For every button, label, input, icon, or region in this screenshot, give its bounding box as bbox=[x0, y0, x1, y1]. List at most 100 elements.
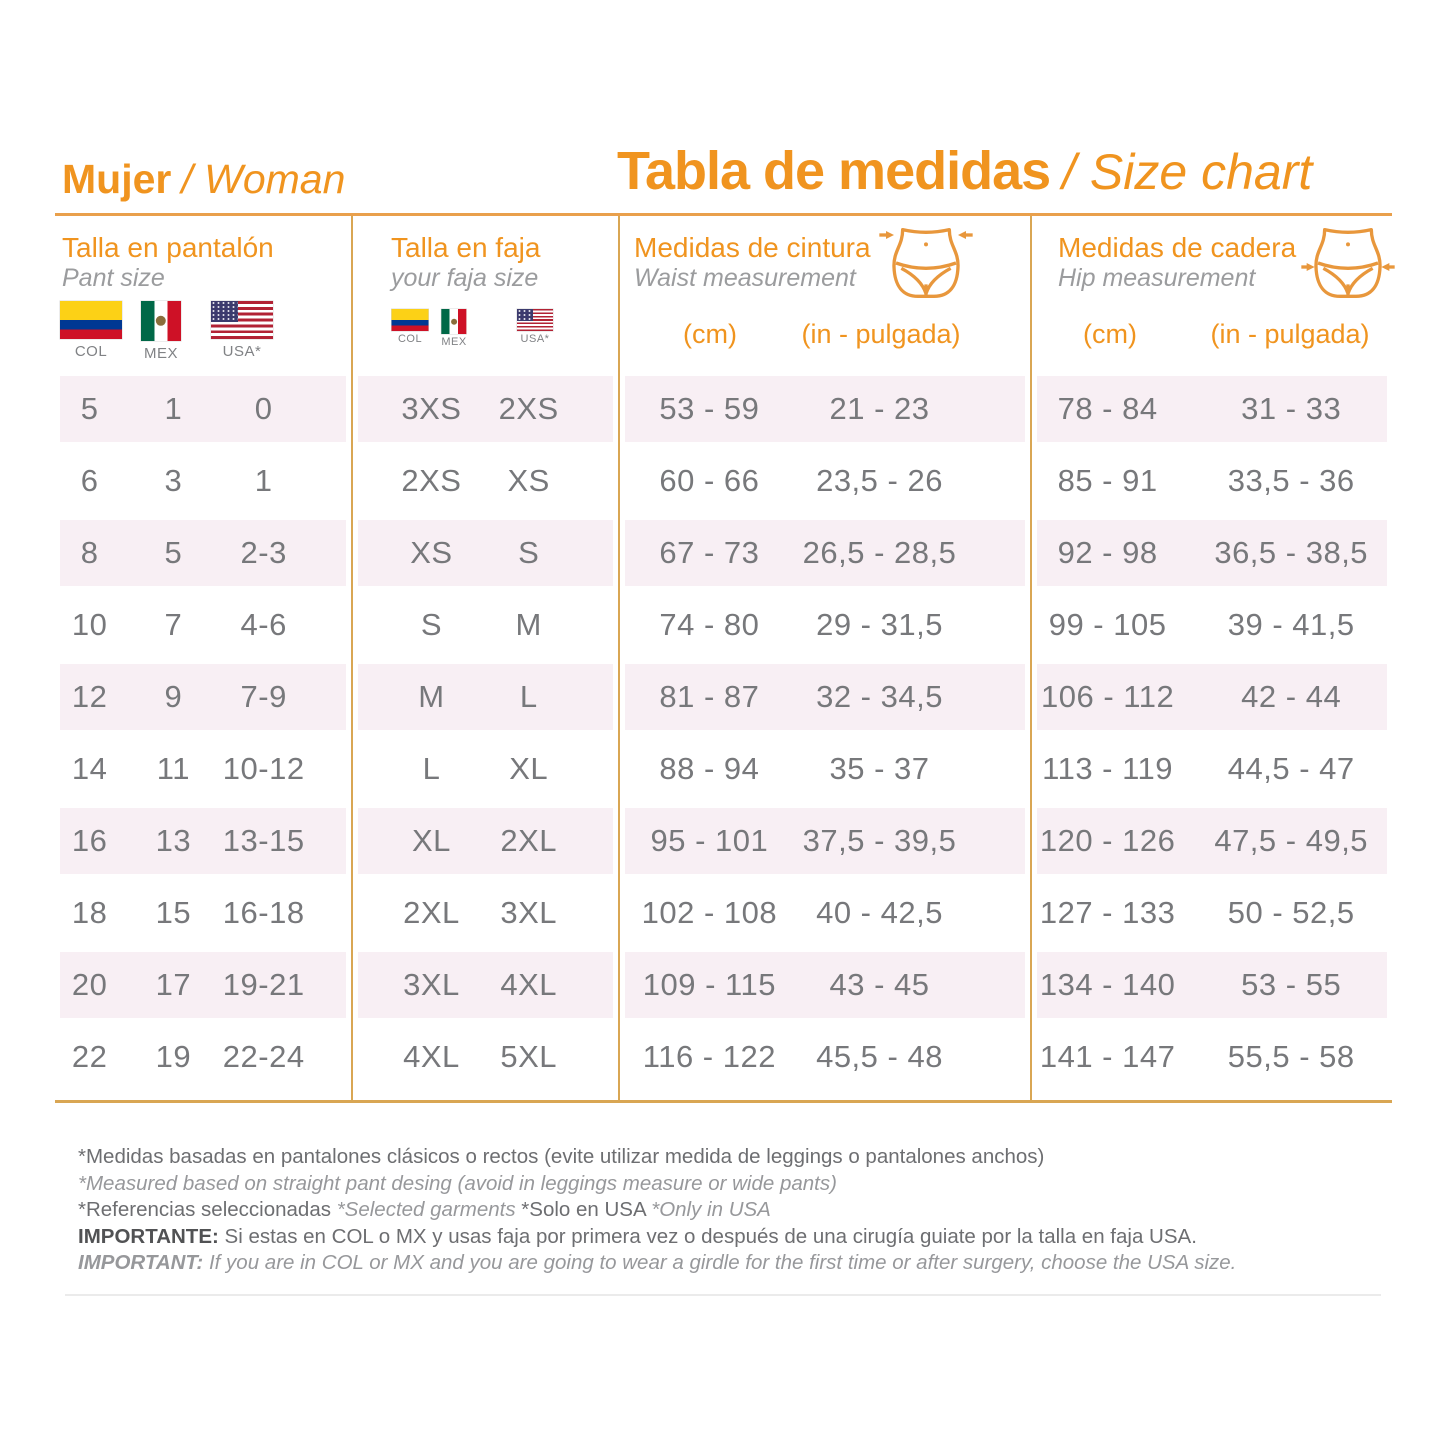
column-subtitle: Hip measurement bbox=[1058, 264, 1256, 292]
cell-value: 53 - 55 bbox=[1241, 967, 1342, 1002]
cell-value: 85 - 91 bbox=[1057, 463, 1158, 498]
cell-value: 95 - 101 bbox=[650, 823, 769, 858]
cell-value: 55,5 - 58 bbox=[1227, 1039, 1355, 1074]
cell-value: 102 - 108 bbox=[641, 895, 778, 930]
unit-inch-label: (in - pulgada) bbox=[801, 319, 961, 349]
column-hip-cells: 78 - 84 31 - 33 85 - 91 33,5 - 36 92 - 98 3… bbox=[1032, 373, 1392, 1100]
bottom-divider bbox=[65, 1294, 1381, 1296]
cell-value: 36,5 - 38,5 bbox=[1214, 535, 1369, 570]
important-text-en: If you are in COL or MX and you are goin… bbox=[203, 1251, 1237, 1274]
table-cell: 74 - 80 29 - 31,5 bbox=[620, 589, 1030, 661]
cell-value: S bbox=[518, 535, 540, 570]
footnote-usa-only-en: *Only in USA bbox=[651, 1198, 771, 1221]
table-cell: 5 1 0 bbox=[55, 373, 351, 445]
cell-value: XS bbox=[507, 463, 550, 498]
cell-value: 5 bbox=[80, 391, 99, 426]
footnote-important-en: IMPORTANT: If you are in COL or MX and y… bbox=[78, 1250, 1388, 1277]
cell-value: 5 bbox=[164, 535, 183, 570]
table-cell: 16 13 13-15 bbox=[55, 805, 351, 877]
cell-value: 32 - 34,5 bbox=[816, 679, 943, 714]
cell-value: 19 bbox=[155, 1039, 192, 1074]
gender-title: Mujer / Woman bbox=[62, 156, 345, 203]
table-cell: 14 11 10-12 bbox=[55, 733, 351, 805]
cell-value: 29 - 31,5 bbox=[816, 607, 943, 642]
table-cell: 60 - 66 23,5 - 26 bbox=[620, 445, 1030, 517]
cell-value: L bbox=[422, 751, 441, 786]
gender-title-es: Mujer bbox=[62, 156, 172, 202]
cell-value: 3XL bbox=[500, 895, 558, 930]
cell-value: 141 - 147 bbox=[1039, 1039, 1176, 1074]
flag-colombia: COL bbox=[391, 309, 429, 345]
cell-value: 1 bbox=[254, 463, 273, 498]
column-title: Medidas de cadera bbox=[1058, 232, 1297, 263]
cell-value: 10-12 bbox=[222, 751, 305, 786]
cell-value: 113 - 119 bbox=[1042, 751, 1174, 786]
cell-value: 43 - 45 bbox=[829, 967, 930, 1002]
footnote-references-en: *Selected garments bbox=[336, 1198, 522, 1221]
column-title: Medidas de cintura bbox=[634, 232, 871, 263]
cell-value: 8 bbox=[80, 535, 99, 570]
column-hip: Medidas de cadera Hip measurement (cm) (… bbox=[1032, 216, 1395, 1100]
page-title-es: Tabla de medidas bbox=[617, 141, 1051, 201]
table-cell: 127 - 133 50 - 52,5 bbox=[1032, 877, 1392, 949]
cell-value: 99 - 105 bbox=[1048, 607, 1167, 642]
important-text-es: Si estas en COL o MX y usas faja por pri… bbox=[218, 1224, 1197, 1248]
table-cell: 99 - 105 39 - 41,5 bbox=[1032, 589, 1392, 661]
cell-value: 6 bbox=[80, 463, 99, 498]
cell-value: S bbox=[420, 607, 443, 642]
table-cell: 81 - 87 32 - 34,5 bbox=[620, 661, 1030, 733]
mexico-flag-icon bbox=[441, 309, 467, 334]
cell-value: 19-21 bbox=[222, 967, 305, 1002]
footnote-important-es: IMPORTANTE: Si estas en COL o MX y usas … bbox=[78, 1224, 1388, 1251]
footnote-references: *Referencias seleccionadas *Selected gar… bbox=[78, 1197, 1388, 1224]
table-cell: 6 3 1 bbox=[55, 445, 351, 517]
cell-value: 134 - 140 bbox=[1039, 967, 1176, 1002]
column-subtitle: Waist measurement bbox=[634, 264, 856, 292]
cell-value: 10 bbox=[71, 607, 108, 642]
cell-value: 13 bbox=[155, 823, 192, 858]
table-cell: XS S bbox=[353, 517, 618, 589]
cell-value: 4XL bbox=[500, 967, 558, 1002]
cell-value: 4XL bbox=[403, 1039, 460, 1074]
cell-value: 13-15 bbox=[222, 823, 305, 858]
important-label-es: IMPORTANTE: bbox=[78, 1224, 219, 1248]
cell-value: XS bbox=[410, 535, 453, 570]
table-cell: 106 - 112 42 - 44 bbox=[1032, 661, 1392, 733]
cell-value: 0 bbox=[254, 391, 273, 426]
table-cell: 141 - 147 55,5 - 58 bbox=[1032, 1021, 1392, 1093]
cell-value: 74 - 80 bbox=[659, 607, 760, 642]
unit-cm-label: (cm) bbox=[683, 319, 737, 349]
cell-value: L bbox=[519, 679, 538, 714]
cell-value: 5XL bbox=[500, 1039, 558, 1074]
cell-value: 50 - 52,5 bbox=[1227, 895, 1355, 930]
table-cell: 95 - 101 37,5 - 39,5 bbox=[620, 805, 1030, 877]
hip-measurement-icon bbox=[1300, 224, 1396, 311]
flag-label: MEX bbox=[441, 336, 467, 348]
table-cell: 92 - 98 36,5 - 38,5 bbox=[1032, 517, 1392, 589]
cell-value: 31 - 33 bbox=[1241, 391, 1342, 426]
cell-value: 22 bbox=[71, 1039, 108, 1074]
important-label-en: IMPORTANT: bbox=[78, 1251, 204, 1274]
cell-value: 16 bbox=[71, 823, 108, 858]
cell-value: XL bbox=[509, 751, 549, 786]
cell-value: 37,5 - 39,5 bbox=[802, 823, 957, 858]
unit-inch-label: (in - pulgada) bbox=[1210, 319, 1370, 349]
cell-value: 2XS bbox=[498, 391, 559, 426]
cell-value: 127 - 133 bbox=[1039, 895, 1176, 930]
column-subtitle: Pant size bbox=[62, 264, 165, 292]
flag-label: USA* bbox=[520, 333, 550, 345]
table-cell: 12 9 7-9 bbox=[55, 661, 351, 733]
unit-cm-label: (cm) bbox=[1083, 319, 1137, 349]
column-title: Talla en pantalón bbox=[62, 232, 274, 263]
cell-value: 2XL bbox=[403, 895, 460, 930]
colombia-flag-icon bbox=[60, 301, 122, 339]
cell-value: 17 bbox=[155, 967, 192, 1002]
cell-value: XL bbox=[411, 823, 451, 858]
cell-value: 44,5 - 47 bbox=[1227, 751, 1355, 786]
cell-value: M bbox=[418, 679, 445, 714]
page-title: Tabla de medidas / Size chart bbox=[617, 140, 1312, 202]
cell-value: 2-3 bbox=[240, 535, 287, 570]
